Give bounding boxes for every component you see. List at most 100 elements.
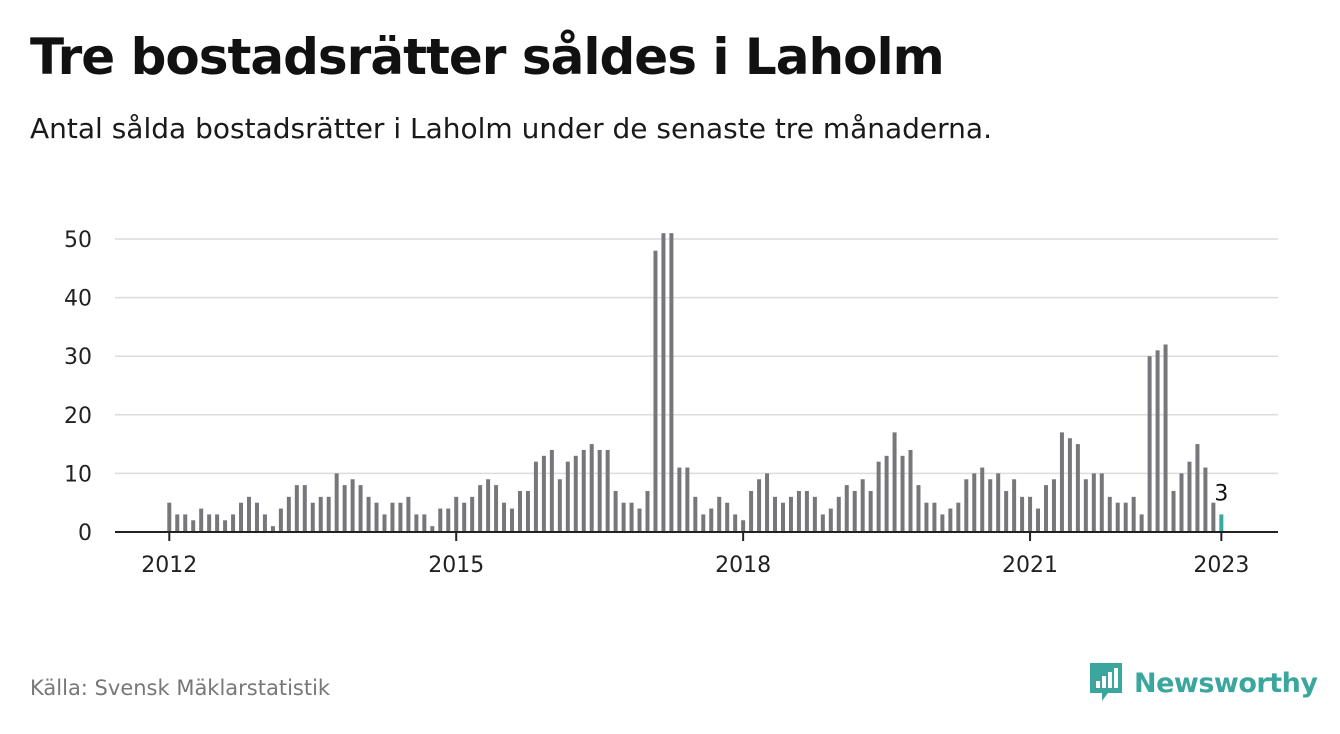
bar [796, 490, 801, 532]
bar [749, 490, 754, 532]
bar [390, 502, 395, 532]
bar [629, 502, 634, 532]
bar [964, 479, 969, 532]
bar [1203, 467, 1208, 532]
bar [462, 502, 467, 532]
bar [1091, 473, 1096, 532]
bar [852, 490, 857, 532]
bar [1099, 473, 1104, 532]
bar [804, 490, 809, 532]
bar [374, 502, 379, 532]
y-tick-label: 30 [64, 345, 92, 370]
bar [167, 502, 172, 532]
bar [900, 455, 905, 532]
bar [278, 508, 283, 532]
bar-chart-speech-bubble-icon [1090, 663, 1122, 701]
bar [1187, 461, 1192, 532]
brand-name: Newsworthy [1134, 667, 1318, 699]
bar [557, 479, 562, 532]
bar [741, 520, 746, 532]
bar [565, 461, 570, 532]
bar [988, 479, 993, 532]
bar [812, 496, 817, 532]
bar [215, 514, 220, 532]
bar [1059, 432, 1064, 532]
bar [677, 467, 682, 532]
bar [549, 449, 554, 532]
bar [1107, 496, 1112, 532]
chart-subtitle: Antal sålda bostadsrätter i Laholm under… [30, 112, 992, 145]
bar [780, 502, 785, 532]
bar [868, 490, 873, 532]
x-tick-label: 2018 [715, 553, 771, 578]
bar [541, 455, 546, 532]
bar [844, 485, 849, 532]
bar [382, 514, 387, 532]
bar [326, 496, 331, 532]
bar [693, 496, 698, 532]
bar [262, 514, 267, 532]
bar [199, 508, 204, 532]
bar [478, 485, 483, 532]
bar [621, 502, 626, 532]
last-value-label: 3 [1214, 481, 1228, 506]
bar [1123, 502, 1128, 532]
bar [589, 444, 594, 532]
bar [948, 508, 953, 532]
bar [310, 502, 315, 532]
bar [637, 508, 642, 532]
y-tick-label: 0 [78, 521, 92, 546]
bar [733, 514, 738, 532]
bar [510, 508, 515, 532]
bar [701, 514, 706, 532]
bar [860, 479, 865, 532]
bar [757, 479, 762, 532]
bar [820, 514, 825, 532]
bar [597, 449, 602, 532]
bar [1171, 490, 1176, 532]
bar [765, 473, 770, 532]
bar [302, 485, 307, 532]
bar [358, 485, 363, 532]
bar [669, 233, 674, 532]
bar [645, 490, 650, 532]
bar [1147, 356, 1152, 532]
bar [231, 514, 236, 532]
bar [836, 496, 841, 532]
y-tick-label: 40 [64, 287, 92, 312]
bar [605, 449, 610, 532]
bar [1083, 479, 1088, 532]
y-tick-label: 50 [64, 228, 92, 253]
bar [286, 496, 291, 532]
bar [446, 508, 451, 532]
bar [685, 467, 690, 532]
bar [525, 490, 530, 532]
bar [709, 508, 714, 532]
bar [1179, 473, 1184, 532]
bar [191, 520, 196, 532]
bar [494, 485, 499, 532]
y-tick-label: 20 [64, 404, 92, 429]
bar [924, 502, 929, 532]
bar [876, 461, 881, 532]
bar [940, 514, 945, 532]
bar [247, 496, 251, 532]
x-tick-label: 2015 [428, 553, 484, 578]
bar [773, 496, 778, 532]
bar [1012, 479, 1017, 532]
bar [661, 233, 666, 532]
bar [533, 461, 538, 532]
bar [398, 502, 403, 532]
x-tick-label: 2012 [141, 553, 197, 578]
bar [932, 502, 937, 532]
bar [1075, 444, 1080, 532]
bar [350, 479, 355, 532]
bar [956, 502, 961, 532]
bar [613, 490, 618, 532]
brand-logo[interactable]: Newsworthy [1088, 660, 1318, 706]
bar [1051, 479, 1056, 532]
bar [414, 514, 419, 532]
bar [254, 502, 259, 532]
bar [470, 496, 475, 532]
